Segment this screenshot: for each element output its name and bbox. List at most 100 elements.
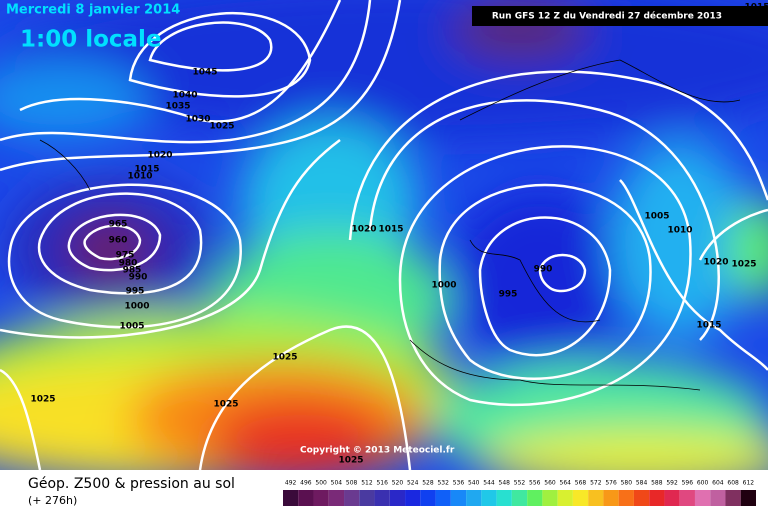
run-box <box>472 6 768 26</box>
scale-label: 556 <box>529 480 541 487</box>
isobar-label: 1045 <box>192 68 217 78</box>
isobar-label: 985 <box>123 266 142 276</box>
scale-label: 524 <box>407 480 419 487</box>
map-date: Mercredi 8 janvier 2014 <box>6 3 180 18</box>
footer-lead: (+ 276h) <box>28 494 77 507</box>
isobar-label: 1015 <box>378 225 403 235</box>
scale-swatch <box>405 490 421 506</box>
scale-label: 604 <box>712 480 724 487</box>
scale-label: 564 <box>560 480 572 487</box>
scale-swatch <box>542 490 558 506</box>
scale-label: 532 <box>437 480 449 487</box>
isobar-label: 1015 <box>696 321 721 331</box>
isobar-label: 1020 <box>703 258 728 268</box>
scale-swatch <box>511 490 528 506</box>
isobar-label: 1035 <box>165 102 190 112</box>
scale-label: 596 <box>682 480 694 487</box>
scale-swatch <box>481 490 497 506</box>
scale-label: 612 <box>743 480 755 487</box>
isobar-label: 990 <box>129 273 148 283</box>
scale-label: 568 <box>575 480 587 487</box>
scale-label: 600 <box>697 480 709 487</box>
scale-swatch <box>313 490 329 506</box>
scale-swatch <box>283 490 299 506</box>
scale-label: 500 <box>315 480 327 487</box>
scale-label: 504 <box>331 480 343 487</box>
scale-label: 520 <box>392 480 404 487</box>
scale-swatch <box>633 490 650 506</box>
scale-swatch <box>679 490 695 506</box>
scale-swatch <box>572 490 589 506</box>
isobar-label: 1005 <box>119 322 144 332</box>
scale-label: 584 <box>636 480 648 487</box>
scale-label: 496 <box>300 480 312 487</box>
scale-swatch <box>374 490 390 506</box>
scale-swatch <box>527 490 543 506</box>
isobar-label: 990 <box>534 265 553 275</box>
isobar-label: 1000 <box>124 302 149 312</box>
isobar-label: 1025 <box>338 456 363 466</box>
scale-label: 492 <box>285 480 297 487</box>
scale-swatch <box>603 490 619 506</box>
scale-swatch <box>389 490 406 506</box>
scale-label: 588 <box>651 480 663 487</box>
scale-label: 508 <box>346 480 358 487</box>
isobar-label: 1025 <box>209 122 234 132</box>
scale-label: 536 <box>453 480 465 487</box>
scale-swatch <box>420 490 436 506</box>
isobar-label: 965 <box>109 220 128 230</box>
isobar-label: 980 <box>119 259 138 269</box>
scale-label: 516 <box>376 480 388 487</box>
footer-title: Géop. Z500 & pression au sol <box>28 476 235 492</box>
isobar-label: 1020 <box>147 151 172 161</box>
scale-swatch <box>618 490 634 506</box>
scale-swatch <box>725 490 741 506</box>
isobar-label: 1005 <box>644 212 669 222</box>
isobar-label: 1030 <box>185 115 210 125</box>
isobar-label: 1025 <box>30 395 55 405</box>
scale-swatch <box>710 490 726 506</box>
isobar-label: 975 <box>116 251 135 261</box>
scale-label: 560 <box>544 480 556 487</box>
scale-label: 544 <box>483 480 495 487</box>
scale-label: 580 <box>621 480 633 487</box>
scale-swatch <box>359 490 375 506</box>
scale-swatch <box>435 490 451 506</box>
scale-swatch <box>450 490 467 506</box>
isobar-label: 1020 <box>351 225 376 235</box>
scale-label: 512 <box>361 480 373 487</box>
map-time: 1:00 locale <box>20 27 162 53</box>
isobar-label: 1000 <box>431 281 456 291</box>
scale-swatch <box>694 490 711 506</box>
isobar-label: 1015 <box>134 165 159 175</box>
isobar-label: 1010 <box>127 172 152 182</box>
scale-swatch <box>496 490 512 506</box>
scale-label: 572 <box>590 480 602 487</box>
scale-swatch <box>328 490 345 506</box>
isobar-label: 1025 <box>272 353 297 363</box>
scale-label: 592 <box>666 480 678 487</box>
scale-swatch <box>588 490 604 506</box>
scale-label: 552 <box>514 480 526 487</box>
isobar-label: 995 <box>126 287 145 297</box>
scale-swatch <box>740 490 756 506</box>
scale-label: 608 <box>727 480 739 487</box>
copyright: Copyright © 2013 Meteociel.fr <box>300 446 455 456</box>
scale-swatch <box>344 490 360 506</box>
isobar-label: 1025 <box>213 400 238 410</box>
scale-swatch <box>466 490 482 506</box>
scale-swatch <box>649 490 665 506</box>
scale-swatch <box>557 490 573 506</box>
color-scale: 492 496 500 504 508 512 516 520 524 528 532 536 540 5… <box>283 480 756 506</box>
scale-label: 528 <box>422 480 434 487</box>
scale-swatch <box>298 490 314 506</box>
isobar-label: 1040 <box>172 91 197 101</box>
isobar-label: 995 <box>499 290 518 300</box>
coastlines <box>39 59 741 391</box>
scale-swatch <box>664 490 680 506</box>
isobar-label: 1025 <box>731 260 756 270</box>
run-info: Run GFS 12 Z du Vendredi 27 décembre 201… <box>492 11 722 22</box>
isobar-label: 960 <box>109 236 128 246</box>
isobar-label: 1010 <box>667 226 692 236</box>
